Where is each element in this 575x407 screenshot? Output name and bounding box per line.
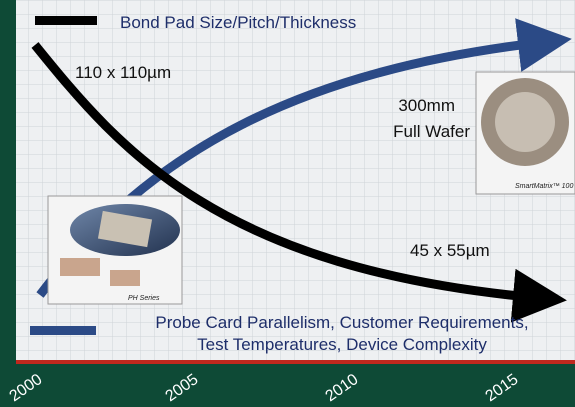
legend-label: Test Temperatures, Device Complexity bbox=[197, 335, 487, 354]
timeline-bar bbox=[16, 360, 575, 364]
image-caption: SmartMatrix™ 100 bbox=[515, 183, 573, 190]
legend-label: Probe Card Parallelism, Customer Require… bbox=[155, 313, 528, 332]
image-caption: PH Series bbox=[128, 295, 160, 302]
smartmatrix-image: SmartMatrix™ 100 bbox=[476, 72, 575, 194]
legend-swatch bbox=[30, 326, 96, 335]
slide: Bond Pad Size/Pitch/Thickness Probe Card… bbox=[0, 0, 575, 407]
ph-series-image: PH Series bbox=[48, 196, 182, 304]
annotation: Full Wafer bbox=[393, 122, 470, 141]
annotation: 110 x 110µm bbox=[75, 63, 171, 82]
annotation: 45 x 55µm bbox=[410, 241, 490, 260]
legend-swatch bbox=[35, 16, 97, 25]
legend-label: Bond Pad Size/Pitch/Thickness bbox=[120, 13, 356, 32]
annotation: 300mm bbox=[398, 96, 455, 115]
